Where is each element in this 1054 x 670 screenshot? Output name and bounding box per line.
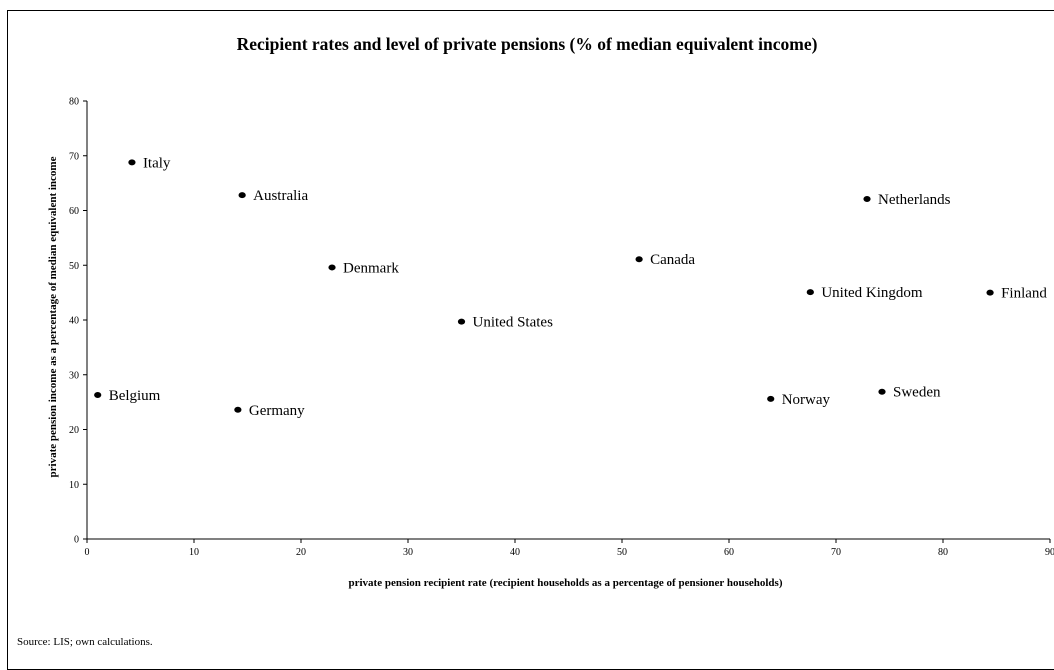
point-label: Italy <box>143 155 171 171</box>
point-label: Finland <box>1001 286 1047 302</box>
x-tick-label: 40 <box>510 547 520 558</box>
x-tick-label: 60 <box>724 547 734 558</box>
data-point <box>767 395 775 402</box>
y-tick-label: 40 <box>69 316 79 327</box>
point-label: Netherlands <box>878 192 951 208</box>
data-point <box>635 256 643 263</box>
data-point <box>863 196 871 203</box>
y-tick-label: 20 <box>69 425 79 436</box>
x-tick-label: 20 <box>296 547 306 558</box>
data-point <box>457 318 466 325</box>
y-tick-label: 80 <box>69 97 79 108</box>
data-point <box>94 392 102 399</box>
point-label: Denmark <box>343 260 399 276</box>
point-label: Canada <box>650 252 695 268</box>
x-tick-label: 30 <box>403 547 413 558</box>
x-tick-label: 0 <box>85 547 90 558</box>
data-point <box>806 289 814 296</box>
x-tick-label: 80 <box>938 547 948 558</box>
y-tick-label: 50 <box>69 261 79 272</box>
point-label: United States <box>473 315 554 331</box>
data-point <box>128 159 136 166</box>
y-tick-label: 30 <box>69 370 79 381</box>
x-tick-label: 50 <box>617 547 627 558</box>
point-label: Norway <box>782 392 831 408</box>
chart-title: Recipient rates and level of private pen… <box>236 34 818 54</box>
point-label: United Kingdom <box>821 285 923 301</box>
source-note: Source: LIS; own calculations. <box>17 636 153 648</box>
data-point <box>328 264 336 271</box>
point-label: Belgium <box>109 388 161 404</box>
y-tick-label: 70 <box>69 151 79 162</box>
x-tick-label: 70 <box>831 547 841 558</box>
x-tick-label: 90 <box>1045 547 1054 558</box>
point-label: Germany <box>249 403 305 419</box>
data-point <box>238 192 246 199</box>
y-axis-title: private pension income as a percentage o… <box>47 156 59 477</box>
x-axis-title: private pension recipient rate (recipien… <box>349 577 783 589</box>
y-tick-label: 10 <box>69 480 79 491</box>
point-label: Sweden <box>893 385 941 401</box>
axes: 0 10 20 30 40 50 60 70 80 0 10 20 30 40 50 60 70 80 90 <box>69 97 1054 559</box>
y-tick-label: 60 <box>69 206 79 217</box>
data-point <box>234 406 242 413</box>
data-points: Italy Australia Denmark United States Belgiu… <box>94 155 1047 419</box>
data-point <box>986 289 994 296</box>
data-point <box>878 388 886 395</box>
x-tick-label: 10 <box>189 547 199 558</box>
y-tick-label: 0 <box>74 535 79 546</box>
point-label: Australia <box>253 188 308 204</box>
